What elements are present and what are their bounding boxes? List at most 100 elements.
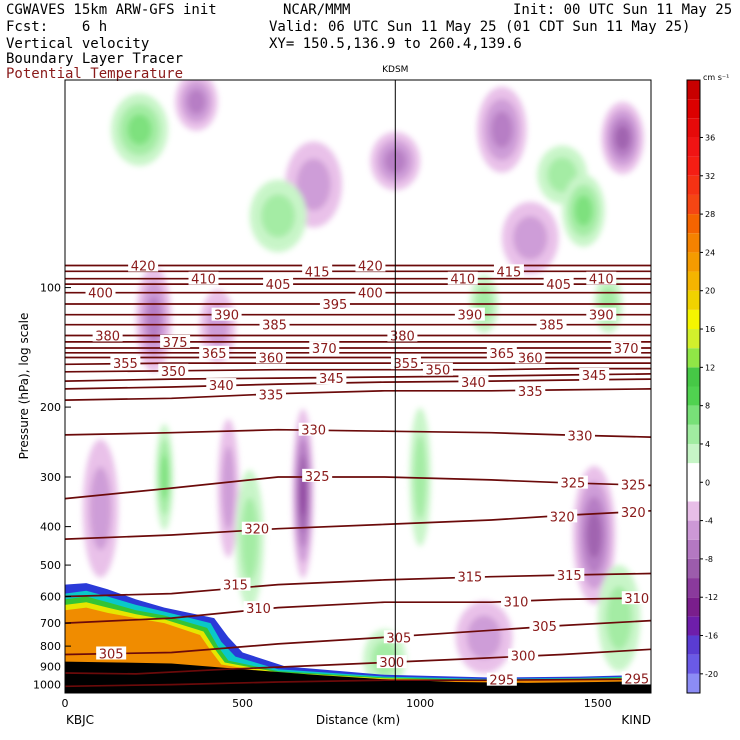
theta-label-315-0: 315 (223, 579, 248, 594)
theta-label-390-2: 390 (589, 309, 614, 324)
theta-label-315-1: 315 (457, 571, 482, 586)
theta-label-bg-305-0 (96, 646, 127, 660)
colorbar-swatch-0 (687, 673, 700, 693)
colorbar-tick-label-13: -16 (705, 632, 718, 641)
theta-label-415-0: 415 (305, 265, 330, 280)
theta-label-385-1: 385 (539, 319, 564, 334)
theta-label-375-0: 375 (163, 336, 188, 351)
colorbar-unit: cm s⁻¹ (703, 73, 729, 82)
theta-label-bg-295-0 (486, 672, 517, 686)
theta-contour-330 (65, 428, 651, 438)
vv-blob-14-level-3 (160, 454, 169, 500)
theta-label-bg-320-1 (547, 509, 578, 523)
station-end: KIND (621, 713, 651, 727)
vv-blob-17-level-2 (221, 446, 235, 530)
theta-label-bg-350-1 (422, 362, 453, 376)
theta-label-320-2: 320 (621, 506, 646, 521)
colorbar-tick-label-12: -12 (705, 593, 718, 602)
theta-label-bg-295-1 (621, 671, 651, 685)
theta-label-bg-320-2 (618, 505, 649, 519)
theta-label-bg-365-0 (199, 345, 230, 359)
theta-label-bg-340-1 (458, 375, 489, 389)
header-fcst: Fcst: 6 h (6, 19, 108, 35)
colorbar-swatch-30 (687, 99, 700, 119)
station-mark-kdsm: KDSM (382, 65, 408, 75)
theta-label-345-0: 345 (319, 372, 344, 387)
colorbar-swatch-6 (687, 558, 700, 579)
colorbar-swatch-17 (687, 348, 700, 368)
theta-label-bg-340-0 (206, 378, 237, 392)
theta-label-365-0: 365 (202, 347, 227, 362)
theta-label-bg-345-0 (316, 371, 347, 385)
theta-label-bg-380-0 (92, 328, 123, 342)
theta-label-410-1: 410 (450, 273, 475, 288)
theta-label-325-2: 325 (621, 478, 646, 493)
theta-label-400-0: 400 (88, 287, 113, 302)
theta-label-410-2: 410 (589, 273, 614, 288)
theta-label-bg-315-0 (220, 577, 251, 591)
theta-label-bg-405-1 (543, 277, 574, 291)
theta-label-310-1: 310 (504, 596, 529, 611)
colorbar-swatch-3 (687, 616, 700, 636)
colorbar-swatch-2 (687, 635, 700, 655)
theta-label-bg-315-2 (554, 568, 585, 582)
theta-label-335-0: 335 (259, 389, 284, 404)
theta-label-315-2: 315 (557, 569, 582, 584)
theta-label-415-1: 415 (497, 265, 522, 280)
theta-label-bg-420-1 (355, 258, 386, 272)
colorbar-swatch-12 (687, 443, 700, 464)
theta-label-bg-410-1 (447, 271, 478, 285)
theta-label-330-0: 330 (301, 424, 326, 439)
colorbar-tick-label-8: 4 (705, 440, 710, 449)
vv-blob-9-level-2 (261, 194, 296, 238)
colorbar-tick-label-10: -4 (705, 517, 713, 526)
theta-label-305-1: 305 (386, 631, 411, 646)
colorbar-tick-label-1: 32 (705, 172, 715, 181)
colorbar-swatch-16 (687, 367, 700, 387)
vv-blob-22-level-2 (467, 615, 502, 659)
vv-blob-7-level-3 (574, 195, 593, 227)
theta-label-355-1: 355 (394, 357, 419, 372)
theta-label-bg-370-1 (611, 341, 642, 355)
theta-contour-335 (65, 388, 651, 401)
colorbar-swatch-1 (687, 654, 700, 674)
y-tick-label-100: 100 (40, 282, 61, 295)
theta-label-390-0: 390 (214, 309, 239, 324)
vv-blob-20-level-4 (587, 511, 602, 559)
colorbar-swatch-11 (687, 463, 700, 483)
theta-label-bg-390-2 (586, 307, 617, 321)
theta-label-bg-310-1 (501, 594, 532, 608)
theta-label-350-0: 350 (161, 365, 186, 380)
theta-label-325-0: 325 (305, 470, 330, 485)
theta-label-bg-315-1 (454, 569, 485, 583)
theta-label-360-1: 360 (518, 351, 543, 366)
theta-label-bg-325-0 (302, 468, 333, 482)
header-init: Init: 00 UTC Sun 11 May 25 (513, 2, 733, 18)
theta-label-395-0: 395 (323, 298, 348, 313)
colorbar-swatch-26 (687, 175, 700, 195)
colorbar-swatch-10 (687, 482, 700, 502)
axes: 0 500 1000 1500 100 200 300 400 500 600 700 800 900 1… (33, 79, 652, 710)
theta-label-320-0: 320 (244, 523, 269, 538)
colorbar-swatch-18 (687, 329, 700, 349)
colorbar-frame (686, 79, 701, 694)
theta-label-310-2: 310 (624, 592, 649, 607)
theta-label-bg-335-1 (515, 383, 546, 397)
colorbar-swatch-13 (687, 424, 700, 444)
theta-label-390-1: 390 (457, 309, 482, 324)
theta-label-420-1: 420 (358, 260, 383, 275)
header-model: CGWAVES 15km ARW-GFS init (6, 2, 217, 18)
theta-label-420-0: 420 (131, 260, 156, 275)
colorbar: 36 32 28 24 20 16 12 8 4 0 -4 -8 -12 -16 -20 (686, 79, 718, 694)
y-tick-label-800: 800 (40, 640, 61, 653)
station-start: KBJC (66, 713, 94, 727)
header-xy: XY= 150.5,136.9 to 260.4,139.6 (269, 36, 522, 52)
theta-label-385-0: 385 (262, 319, 287, 334)
theta-label-405-1: 405 (546, 278, 571, 293)
theta-contour-345 (65, 373, 651, 382)
theta-label-bg-330-0 (298, 422, 329, 436)
colorbar-swatch-20 (687, 290, 700, 310)
vv-blob-18-level-2 (241, 497, 259, 581)
